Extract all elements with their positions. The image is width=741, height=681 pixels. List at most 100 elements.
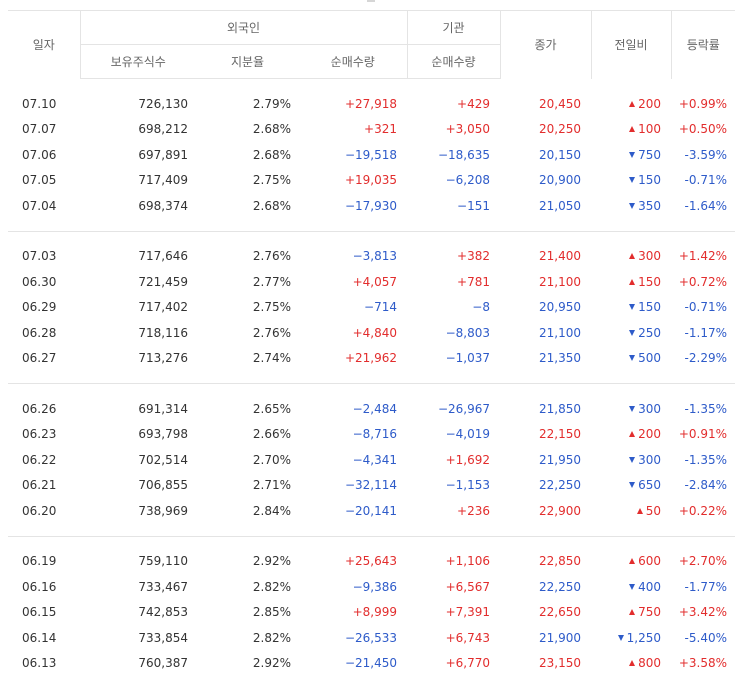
cell-inst-net: −8,803 bbox=[445, 325, 490, 340]
change-value: 50 bbox=[645, 503, 661, 518]
cell-close: 21,350 bbox=[539, 351, 581, 366]
table-row: 06.27 713,276 2.74% +21,962 −1,037 21,350 500 -… bbox=[8, 346, 735, 372]
cell-change: 500 bbox=[591, 346, 671, 372]
header-close: 종가 bbox=[499, 10, 591, 79]
cell-rate: +0.72% bbox=[678, 274, 727, 289]
cell-change: 300 bbox=[591, 244, 671, 270]
cell-date: 06.15 bbox=[22, 605, 57, 620]
triangle-up-icon bbox=[629, 100, 636, 107]
cell-inst-net: −18,635 bbox=[437, 147, 490, 162]
cell-share: 2.74% bbox=[252, 351, 291, 366]
cell-foreign-net: −26,533 bbox=[344, 630, 397, 645]
triangle-up-icon bbox=[629, 278, 636, 285]
cell-inst-net: −151 bbox=[457, 198, 490, 213]
cell-holdings: 698,374 bbox=[138, 198, 188, 213]
cell-foreign-net: +21,962 bbox=[344, 351, 397, 366]
cell-share: 2.77% bbox=[252, 274, 291, 289]
cell-close: 20,450 bbox=[539, 96, 581, 111]
cell-close: 20,150 bbox=[539, 147, 581, 162]
cell-change: 400 bbox=[591, 574, 671, 600]
cell-share: 2.82% bbox=[252, 630, 291, 645]
cell-rate: -0.71% bbox=[684, 300, 727, 315]
cell-share: 2.68% bbox=[252, 147, 291, 162]
header-foreign: 외국인 bbox=[79, 10, 407, 45]
cell-rate: -1.35% bbox=[684, 452, 727, 467]
cell-share: 2.76% bbox=[252, 325, 291, 340]
change-value: 350 bbox=[638, 198, 661, 213]
header-share: 지분율 bbox=[196, 44, 299, 79]
cell-change: 100 bbox=[591, 117, 671, 143]
cell-foreign-net: −2,484 bbox=[352, 401, 397, 416]
table-row: 06.14 733,854 2.82% −26,533 +6,743 21,900 1,25… bbox=[8, 625, 735, 651]
cell-date: 06.14 bbox=[22, 630, 57, 645]
cell-date: 06.29 bbox=[22, 300, 57, 315]
cell-holdings: 733,467 bbox=[138, 579, 188, 594]
cell-holdings: 706,855 bbox=[138, 478, 188, 493]
cell-close: 22,250 bbox=[539, 579, 581, 594]
triangle-down-icon bbox=[629, 456, 636, 463]
triangle-down-icon bbox=[629, 355, 636, 362]
cell-rate: -2.84% bbox=[684, 478, 727, 493]
table-row: 06.23 693,798 2.66% −8,716 −4,019 22,150 200 +0… bbox=[8, 422, 735, 448]
cell-change: 250 bbox=[591, 320, 671, 346]
cell-close: 23,150 bbox=[539, 656, 581, 671]
triangle-up-icon bbox=[629, 253, 636, 260]
table-row: 07.03 717,646 2.76% −3,813 +382 21,400 300 +1.4… bbox=[8, 244, 735, 270]
table-row: 07.10 726,130 2.79% +27,918 +429 20,450 200 +0.… bbox=[8, 91, 735, 117]
cell-close: 21,050 bbox=[539, 198, 581, 213]
triangle-up-icon bbox=[629, 660, 636, 667]
cell-foreign-net: −21,450 bbox=[344, 656, 397, 671]
cell-change: 800 bbox=[591, 651, 671, 677]
change-value: 200 bbox=[638, 427, 661, 442]
cell-holdings: 697,891 bbox=[138, 147, 188, 162]
cell-close: 21,400 bbox=[539, 249, 581, 264]
table-row: 07.05 717,409 2.75% +19,035 −6,208 20,900 150 -… bbox=[8, 168, 735, 194]
cell-close: 22,150 bbox=[539, 427, 581, 442]
cell-foreign-net: −3,813 bbox=[352, 249, 397, 264]
cell-holdings: 691,314 bbox=[138, 401, 188, 416]
cell-inst-net: +7,391 bbox=[445, 605, 490, 620]
cell-close: 21,850 bbox=[539, 401, 581, 416]
cell-close: 20,900 bbox=[539, 173, 581, 188]
cell-rate: +3.42% bbox=[678, 605, 727, 620]
cell-date: 07.06 bbox=[22, 147, 57, 162]
cell-holdings: 742,853 bbox=[138, 605, 188, 620]
cell-share: 2.75% bbox=[252, 300, 291, 315]
cell-date: 06.20 bbox=[22, 503, 57, 518]
cell-share: 2.71% bbox=[252, 478, 291, 493]
cell-date: 06.13 bbox=[22, 656, 57, 671]
change-value: 150 bbox=[638, 274, 661, 289]
cell-foreign-net: +321 bbox=[364, 122, 397, 137]
table-row: 06.30 721,459 2.77% +4,057 +781 21,100 150 +0.7… bbox=[8, 269, 735, 295]
cell-share: 2.68% bbox=[252, 122, 291, 137]
cell-change: 150 bbox=[591, 295, 671, 321]
table-row: 07.04 698,374 2.68% −17,930 −151 21,050 350 -1.… bbox=[8, 193, 735, 219]
cell-share: 2.70% bbox=[252, 452, 291, 467]
table-row: 06.20 738,969 2.84% −20,141 +236 22,900 50 +0.2… bbox=[8, 498, 735, 524]
cell-share: 2.68% bbox=[252, 198, 291, 213]
cell-share: 2.84% bbox=[252, 503, 291, 518]
table-row: 06.13 760,387 2.92% −21,450 +6,770 23,150 800 +… bbox=[8, 651, 735, 677]
table-row: 06.15 742,853 2.85% +8,999 +7,391 22,650 750 +3… bbox=[8, 600, 735, 626]
cell-close: 22,650 bbox=[539, 605, 581, 620]
change-value: 300 bbox=[638, 249, 661, 264]
triangle-down-icon bbox=[617, 634, 624, 641]
cell-close: 22,850 bbox=[539, 554, 581, 569]
cell-foreign-net: −32,114 bbox=[344, 478, 397, 493]
cell-inst-net: −8 bbox=[472, 300, 490, 315]
group-spacer bbox=[8, 384, 735, 397]
cell-holdings: 717,402 bbox=[138, 300, 188, 315]
cell-inst-net: +6,567 bbox=[445, 579, 490, 594]
change-value: 1,250 bbox=[626, 630, 661, 645]
cell-inst-net: +781 bbox=[457, 274, 490, 289]
cell-close: 20,950 bbox=[539, 300, 581, 315]
cell-close: 21,900 bbox=[539, 630, 581, 645]
table-row: 07.07 698,212 2.68% +321 +3,050 20,250 100 +0.5… bbox=[8, 117, 735, 143]
cell-rate: -2.29% bbox=[684, 351, 727, 366]
cell-foreign-net: −4,341 bbox=[352, 452, 397, 467]
cell-date: 06.26 bbox=[22, 401, 57, 416]
cell-holdings: 738,969 bbox=[138, 503, 188, 518]
table-body: 07.10 726,130 2.79% +27,918 +429 20,450 200 +0.… bbox=[8, 79, 735, 677]
table-row: 06.28 718,116 2.76% +4,840 −8,803 21,100 250 -1… bbox=[8, 320, 735, 346]
